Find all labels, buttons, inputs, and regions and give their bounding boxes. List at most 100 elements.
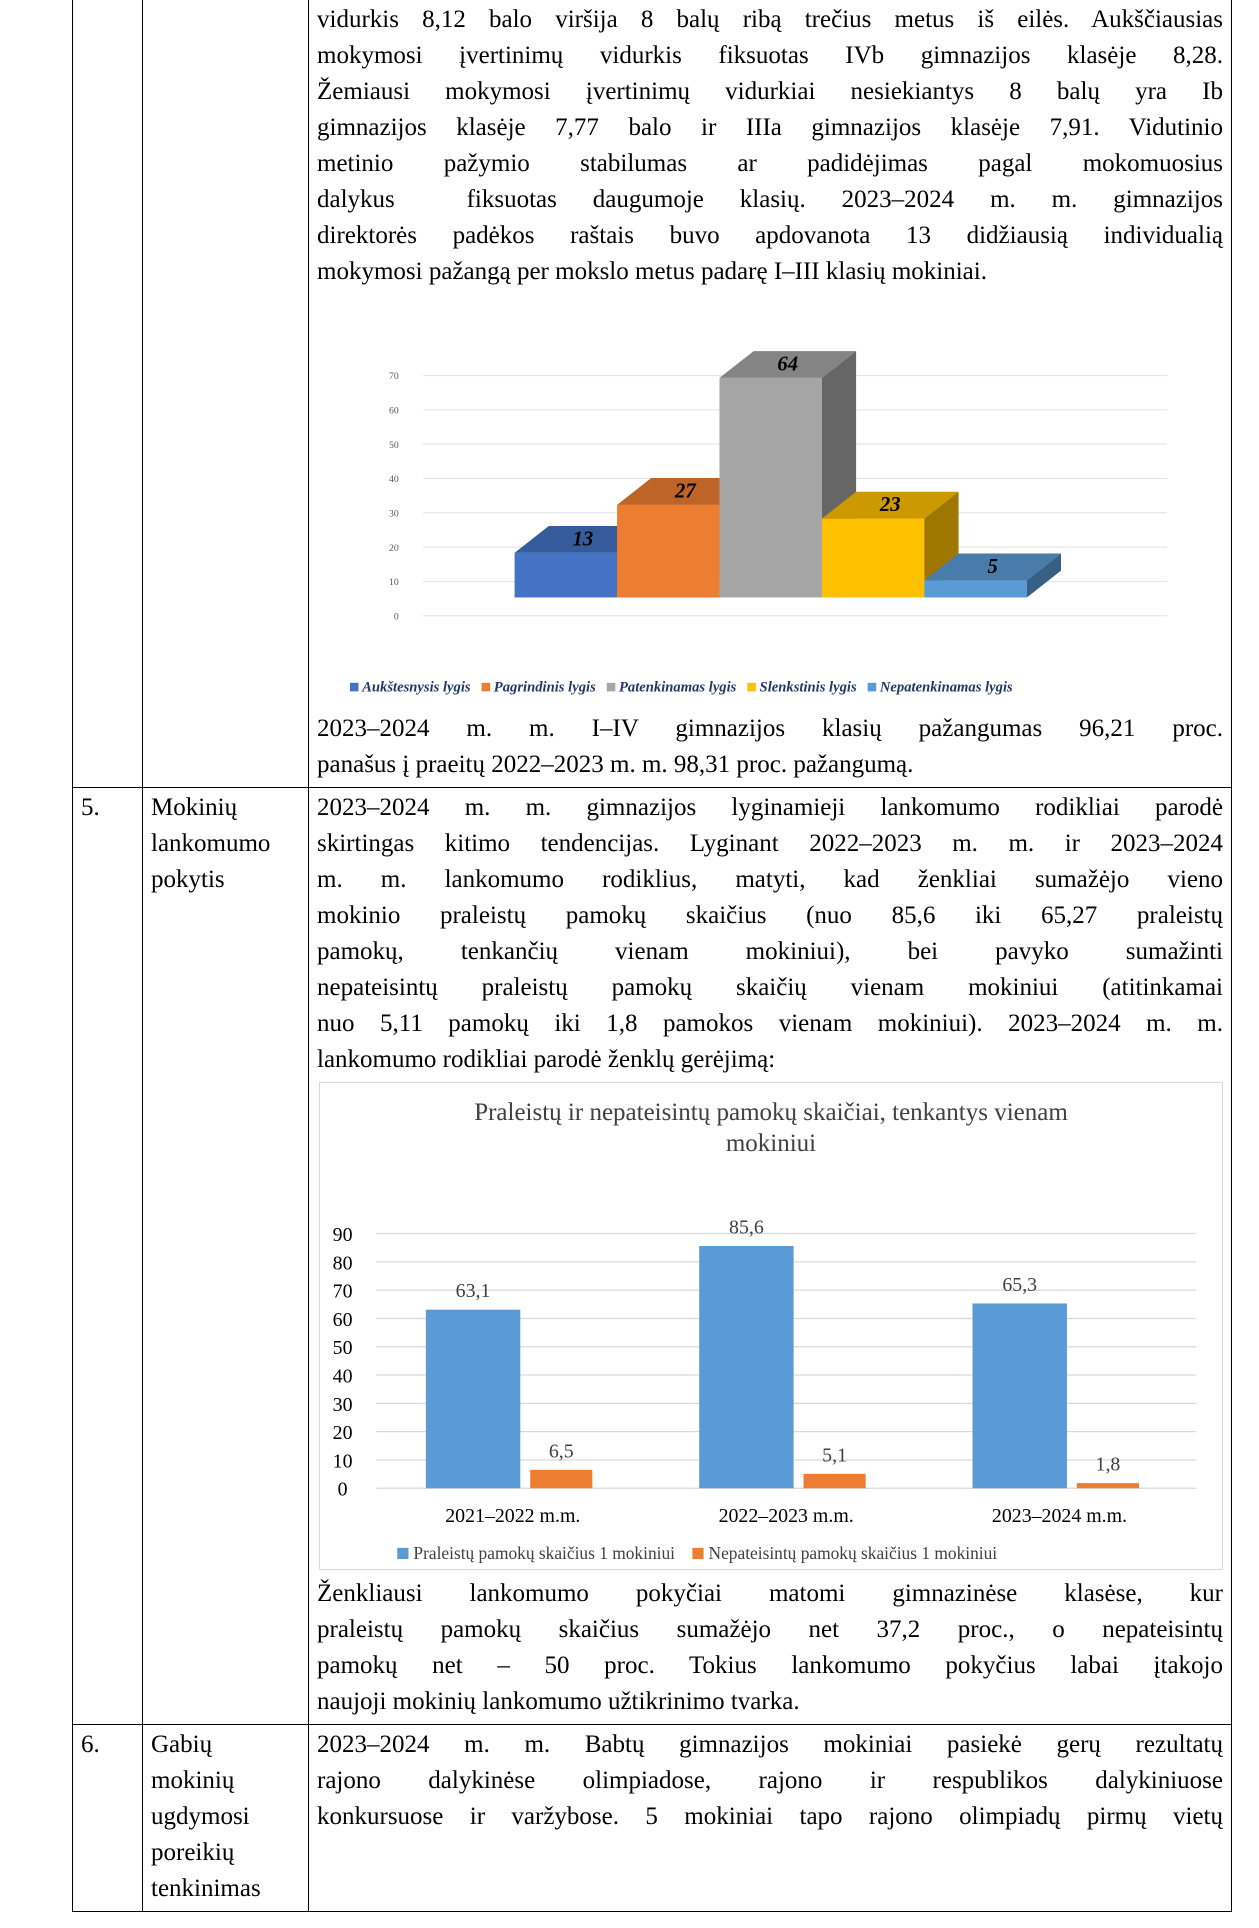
row: 5. Mokinių lankomumo pokytis 2023–2024 m. … <box>72 787 1232 1725</box>
report-table: vidurkis 8,12 balo viršija 8 balų ribą t… <box>72 0 1232 1912</box>
y-tick-label: 60 <box>389 405 399 416</box>
topic-cell: Mokinių lankomumo pokytis <box>142 787 309 1725</box>
bar <box>719 351 857 598</box>
text-line: konkursuose ir varžybose. 5 mokiniai tap… <box>317 1803 1223 1830</box>
value-label: 85,6 <box>729 1217 764 1239</box>
y-tick-label: 50 <box>333 1337 353 1359</box>
y-tick-label: 20 <box>333 1422 353 1444</box>
value-label: 64 <box>777 354 798 376</box>
y-tick-label: 0 <box>338 1479 348 1501</box>
text-block: 2023–2024 m. m. gimnazijos lyginamieji l… <box>317 790 1223 1078</box>
legend-label: Slenkstinis lygis <box>760 679 857 695</box>
text-line: Žemiausi mokymosi įvertinimų vidurkiai n… <box>317 78 1223 105</box>
text-line: m. m. lankomumo rodiklius, matyti, kad ž… <box>317 866 1223 893</box>
text-line: pamokų, tenkančių vienam mokiniui), bei … <box>317 938 1223 965</box>
text-block: Ženkliausi lankomumo pokyčiai matomi gim… <box>317 1576 1223 1720</box>
y-tick-label: 20 <box>389 543 399 554</box>
text-line: nepateisintų praleistų pamokų skaičių vi… <box>317 974 1223 1001</box>
legend-swatch <box>692 1547 704 1560</box>
y-tick-label: 30 <box>389 508 399 519</box>
bar-front <box>719 377 822 598</box>
text-block: Mokinių lankomumo pokytis <box>151 790 300 898</box>
text-line: lankomumo rodikliai parodė ženklų gerėji… <box>317 1046 776 1073</box>
text-line: nuo 5,11 pamokų iki 1,8 pamokos vienam m… <box>317 1010 1223 1037</box>
text-line: panašus į praeitų 2022–2023 m. m. 98,31 … <box>317 751 914 778</box>
value-label: 23 <box>879 494 901 516</box>
text-line: ugdymosi <box>151 1803 250 1830</box>
text-line: pokytis <box>151 866 225 893</box>
text-line: 2023–2024 m. m. Babtų gimnazijos mokinia… <box>317 1731 1223 1758</box>
chart: 0 10 20 30 40 50 60 70 13 27 64 23 5 Aukštesnysis lyg… <box>349 351 1168 695</box>
bar-top <box>924 553 1062 581</box>
bar <box>699 1245 794 1489</box>
legend-label: Patenkinamas lygis <box>619 679 737 695</box>
number-cell: 5. <box>72 787 143 1725</box>
text-line: vidurkis 8,12 balo viršija 8 balų ribą t… <box>317 6 1223 33</box>
text-line: tenkinimas <box>151 1875 261 1902</box>
row: 6. Gabių mokinių ugdymosi poreikių tenkinim… <box>72 1724 1232 1912</box>
number-cell: 6. <box>72 1724 143 1912</box>
text-line: direktorės padėkos raštais buvo apdovano… <box>317 222 1223 249</box>
value-label: 13 <box>573 529 594 551</box>
value-label: 6,5 <box>549 1440 574 1462</box>
value-label: 65,3 <box>1002 1274 1037 1296</box>
text-line: Ženkliausi lankomumo pokyčiai matomi gim… <box>317 1580 1223 1607</box>
content-cell: vidurkis 8,12 balo viršija 8 balų ribą t… <box>308 0 1232 788</box>
bar-front <box>514 552 618 598</box>
y-tick-label: 30 <box>333 1394 353 1416</box>
legend-label: Aukštesnysis lygis <box>361 679 471 695</box>
text-block: 2023–2024 m. m. Babtų gimnazijos mokinia… <box>317 1727 1223 1835</box>
bar-side <box>1026 553 1062 598</box>
text-line: poreikių <box>151 1839 235 1866</box>
text-line: 2023–2024 m. m. I–IV gimnazijos klasių p… <box>317 715 1223 742</box>
bar <box>972 1303 1067 1489</box>
value-label: 63,1 <box>456 1280 491 1302</box>
row: vidurkis 8,12 balo viršija 8 balų ribą t… <box>72 0 1232 788</box>
y-tick-label: 80 <box>333 1252 353 1274</box>
text-block: 2023–2024 m. m. I–IV gimnazijos klasių p… <box>317 711 1223 783</box>
value-label: 27 <box>674 481 697 503</box>
y-tick-label: 10 <box>389 577 399 588</box>
text-line: Mokinių <box>151 794 238 821</box>
legend-label: Praleistų pamokų skaičius 1 mokiniui <box>413 1544 675 1563</box>
text-line: lankomumo <box>151 830 271 857</box>
value-label: 1,8 <box>1096 1454 1121 1476</box>
row-number: 5. <box>81 794 100 821</box>
chart: Praleistų ir nepateisintų pamokų skaičia… <box>319 1082 1223 1570</box>
text-line: pamokų net – 50 proc. Tokius lankomumo p… <box>317 1652 1223 1679</box>
bar-front <box>617 504 720 598</box>
bar <box>924 553 1062 598</box>
bar <box>803 1473 866 1489</box>
value-label: 5,1 <box>822 1444 847 1466</box>
text-line: mokymosi įvertinimų vidurkis fiksuotas I… <box>317 42 1223 69</box>
text-block: Gabių mokinių ugdymosi poreikių tenkinimas <box>151 1727 300 1907</box>
bar-top <box>719 351 857 378</box>
bar <box>821 491 959 598</box>
text-line: dalykus fiksuotas daugumoje klasių. 2023… <box>317 186 1223 213</box>
content-cell: 2023–2024 m. m. gimnazijos lyginamieji l… <box>308 787 1232 1725</box>
x-tick-label: 2022–2023 m.m. <box>719 1505 854 1527</box>
text-line: rajono dalykinėse olimpiadose, rajono ir… <box>317 1767 1223 1794</box>
y-tick-label: 60 <box>333 1309 353 1331</box>
legend-swatch <box>481 682 491 692</box>
text-line: gimnazijos klasėje 7,77 balo ir IIIa gim… <box>317 114 1223 141</box>
topic-cell: Gabių mokinių ugdymosi poreikių tenkinimas <box>142 1724 309 1912</box>
x-tick-label: 2021–2022 m.m. <box>445 1505 580 1527</box>
content-cell: 2023–2024 m. m. Babtų gimnazijos mokinia… <box>308 1724 1232 1912</box>
chart-plot: 0 10 20 30 40 50 60 70 80 90 2021–2022 m.m. 63,1 6,5… <box>333 1217 1197 1563</box>
y-tick-label: 70 <box>389 371 399 382</box>
bar-front <box>821 518 925 598</box>
bar-front <box>924 580 1027 598</box>
legend-swatch <box>349 682 359 692</box>
text-line: mokymosi pažangą per mokslo metus padarę… <box>317 258 987 285</box>
text-block: vidurkis 8,12 balo viršija 8 balų ribą t… <box>317 2 1223 290</box>
legend-swatch <box>867 682 877 692</box>
text-line: skirtingas kitimo tendencijas. Lyginant … <box>317 830 1223 857</box>
value-label: 5 <box>988 556 998 578</box>
text-line: naujoji mokinių lankomumo užtikrinimo tv… <box>317 1688 800 1715</box>
legend-label: Nepateisintų pamokų skaičius 1 mokiniui <box>709 1544 998 1563</box>
number-cell <box>72 0 143 788</box>
text-line: 2023–2024 m. m. gimnazijos lyginamieji l… <box>317 794 1223 821</box>
text-line: praleistų pamokų skaičius sumažėjo net 3… <box>317 1616 1223 1643</box>
